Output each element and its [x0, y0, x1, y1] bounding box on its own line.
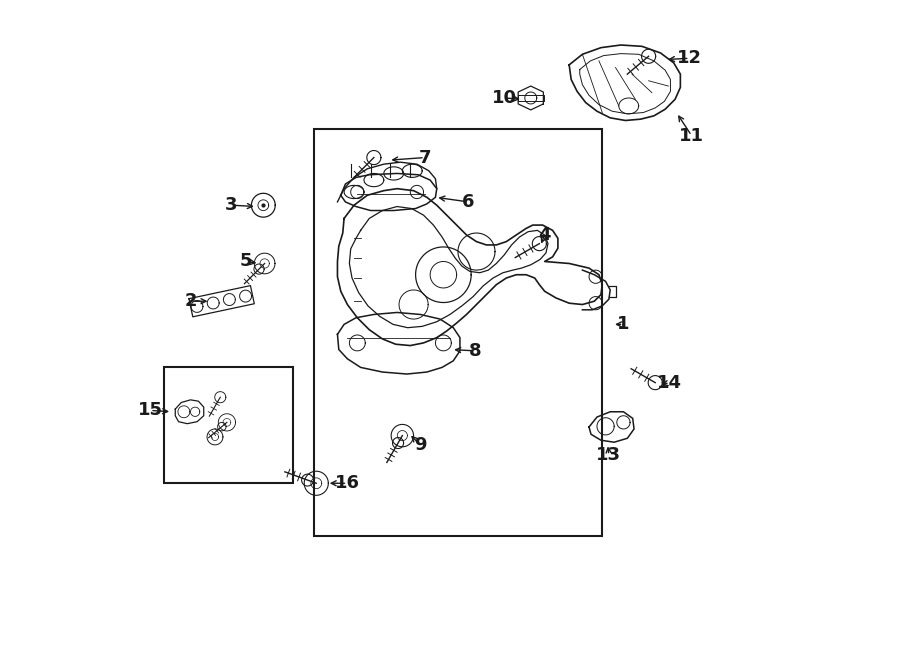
Text: 4: 4 — [538, 226, 551, 244]
Text: 7: 7 — [418, 148, 431, 167]
Text: 3: 3 — [225, 196, 238, 214]
Text: 1: 1 — [617, 315, 630, 334]
Text: 9: 9 — [414, 436, 427, 454]
Bar — [314, 129, 602, 536]
Text: 11: 11 — [680, 126, 704, 145]
Text: 16: 16 — [335, 474, 360, 493]
Text: 13: 13 — [597, 446, 621, 465]
Text: 12: 12 — [677, 49, 702, 68]
Text: 14: 14 — [657, 373, 682, 392]
Text: 15: 15 — [138, 401, 163, 420]
Text: 5: 5 — [240, 252, 252, 271]
Text: 10: 10 — [491, 89, 517, 107]
Text: 2: 2 — [184, 292, 197, 310]
Bar — [164, 367, 293, 483]
Text: 6: 6 — [463, 193, 475, 211]
Text: 8: 8 — [469, 342, 482, 360]
